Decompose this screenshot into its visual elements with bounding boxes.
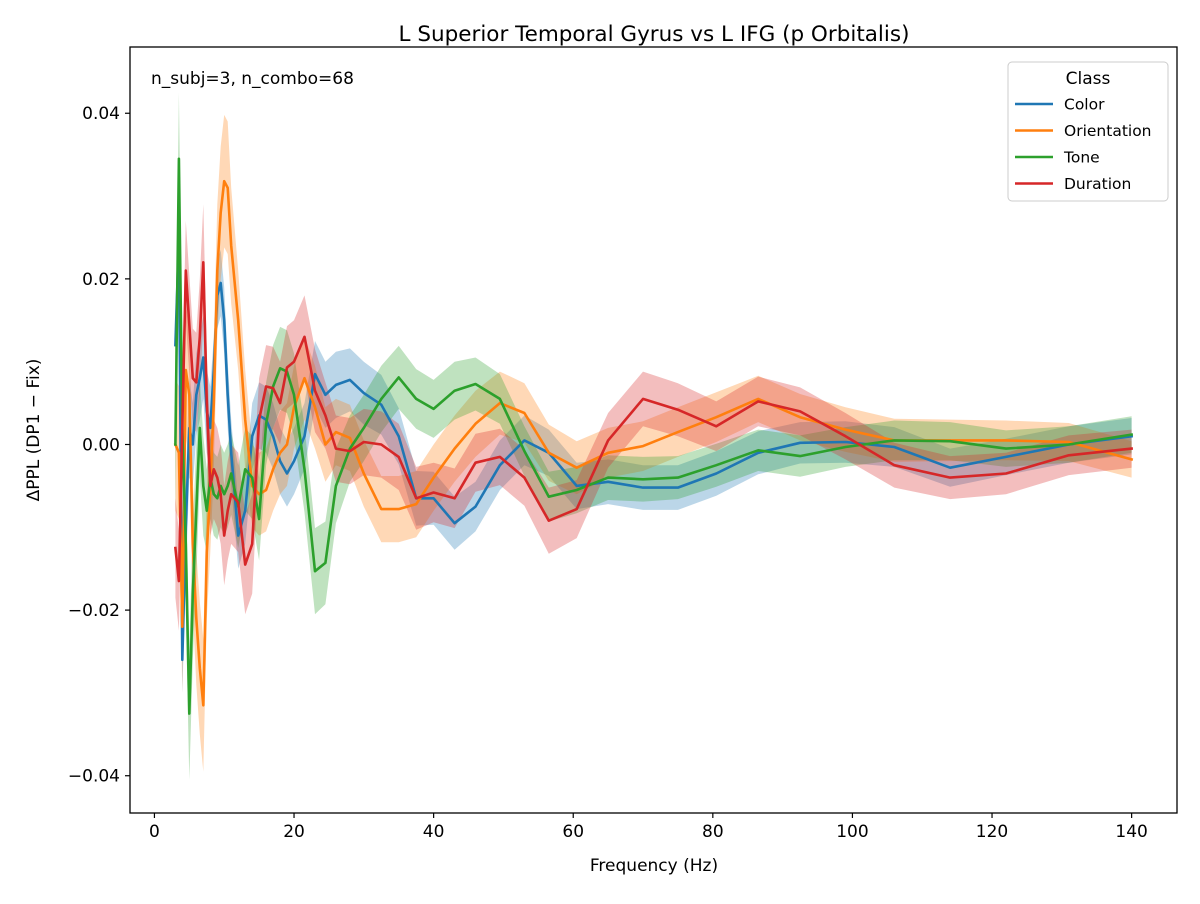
y-axis-label: ΔPPL (DP1 − Fix) [24,359,44,502]
legend: Class Color Orientation Tone Duration [1007,61,1169,202]
y-tick-label: −0.02 [68,601,120,621]
band-duration [175,204,1132,631]
legend-box [1007,61,1169,202]
legend-label-color: Color [1064,96,1105,114]
x-tick-label: 80 [702,822,724,842]
series-line-orientation [173,179,1134,707]
x-tick-label: 20 [283,822,305,842]
x-tick-label: 120 [976,822,1008,842]
band-color [175,204,1132,693]
series-line-duration [173,260,1134,583]
x-tick-label: 140 [1115,822,1147,842]
x-axis-ticks: 0 20 40 60 80 100 120 140 [149,813,1148,842]
legend-title: Class [1066,69,1111,89]
y-axis-ticks: −0.04 −0.02 0.00 0.02 0.04 [68,104,130,787]
plot-frame [129,46,1178,814]
legend-label-orientation: Orientation [1064,122,1152,140]
series-line-tone [174,157,1134,715]
sample-size-annotation: n_subj=3, n_combo=68 [151,69,354,89]
y-tick-label: −0.04 [68,767,120,787]
chart-title: L Superior Temporal Gyrus vs L IFG (p Or… [399,22,910,47]
legend-label-duration: Duration [1064,175,1131,193]
y-tick-label: 0.02 [82,270,120,290]
x-tick-label: 40 [423,822,445,842]
x-axis-label: Frequency (Hz) [590,856,718,876]
band-tone [175,92,1132,780]
x-tick-label: 100 [836,822,868,842]
legend-items: Color Orientation Tone Duration [1015,96,1152,193]
x-tick-label: 60 [562,822,584,842]
series-lines [173,157,1134,715]
y-tick-label: 0.00 [82,435,120,455]
x-tick-label: 0 [149,822,160,842]
y-tick-label: 0.04 [82,104,120,124]
legend-label-tone: Tone [1063,149,1100,167]
